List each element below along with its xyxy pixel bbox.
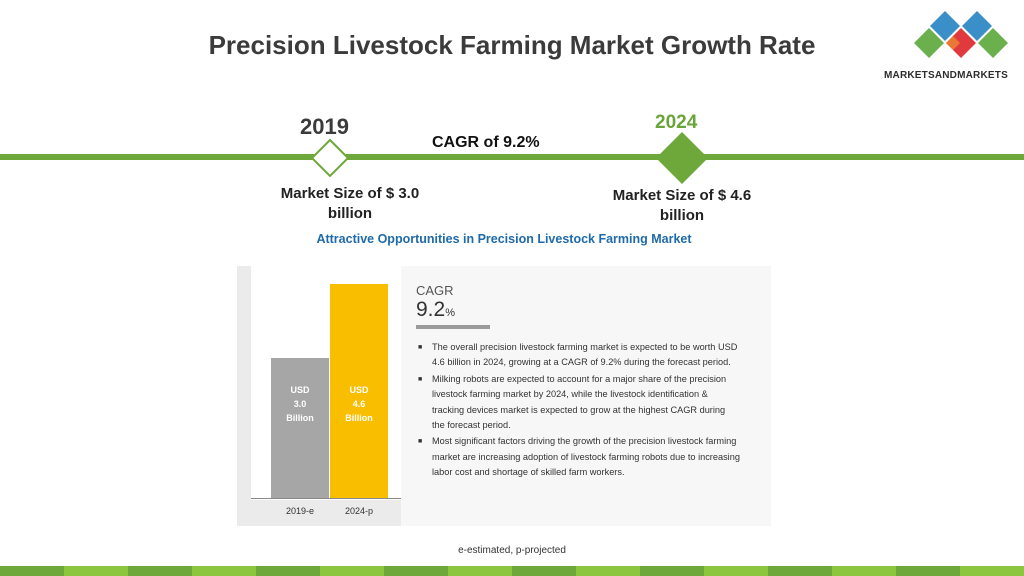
- logo-wordmark: MARKETSANDMARKETS: [884, 70, 1008, 81]
- milestone-2019-diamond-icon: [310, 138, 350, 178]
- bar-value-line: 4.6: [352, 399, 366, 409]
- bullet-item: Most significant factors driving the gro…: [416, 434, 740, 480]
- market-size-2019: Market Size of $ 3.0 billion: [280, 185, 420, 222]
- category-label: 2019-e: [285, 506, 315, 516]
- bar-2019-e: [271, 358, 329, 498]
- bullet-item: The overall precision livestock farming …: [416, 340, 740, 371]
- footnote: e-estimated, p-projected: [458, 545, 566, 556]
- bottom-stripe: [0, 566, 1024, 576]
- panel-header: [237, 230, 771, 266]
- bar-2024-p: [330, 284, 388, 498]
- timeline-year-start: 2019: [300, 114, 349, 139]
- milestone-2024-diamond-icon: [656, 132, 708, 184]
- timeline-year-end: 2024: [655, 112, 698, 133]
- bar-value-label: USD 4.6 Billion: [330, 383, 388, 425]
- category-label: 2024-p: [344, 506, 374, 516]
- bar-value-line: 3.0: [293, 399, 307, 409]
- cagr-unit: %: [445, 307, 455, 319]
- bar-value-line: USD: [349, 385, 369, 395]
- market-size-2024: Market Size of $ 4.6 billion: [612, 187, 752, 224]
- bar-value-line: Billion: [286, 413, 314, 423]
- bullet-item: Milking robots are expected to account f…: [416, 372, 740, 434]
- cagr-number: 9.2: [416, 298, 446, 321]
- bar-value-line: USD: [290, 385, 310, 395]
- cagr-label: CAGR: [416, 283, 454, 298]
- marketsandmarkets-logo-icon: [914, 11, 1008, 58]
- cagr-underline: [416, 325, 490, 329]
- bullet-list: The overall precision livestock farming …: [416, 340, 740, 482]
- bar-value-label: USD 3.0 Billion: [271, 383, 329, 425]
- cagr-value: 9.2%: [416, 298, 455, 322]
- chart-area: USD 3.0 Billion 2019-e USD 4.6 Billion 2024-p: [251, 266, 401, 516]
- timeline-line: [0, 154, 1024, 160]
- panel-title: Attractive Opportunities in Precision Li…: [316, 232, 692, 246]
- timeline-cagr: CAGR of 9.2%: [432, 134, 540, 151]
- bar-value-line: Billion: [345, 413, 373, 423]
- chart-axis: [251, 498, 401, 499]
- page-title: Precision Livestock Farming Market Growt…: [208, 30, 816, 60]
